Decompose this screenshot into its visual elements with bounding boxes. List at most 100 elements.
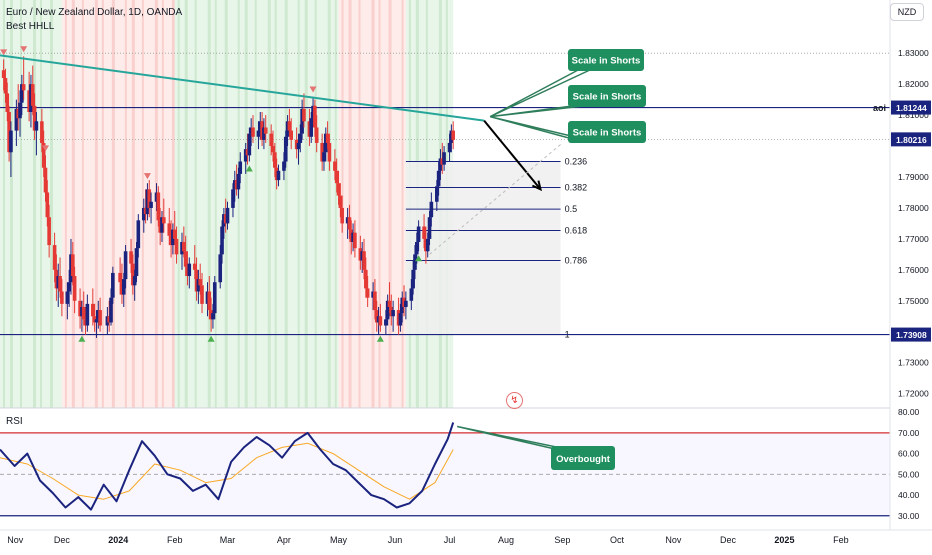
price-tick-label: 1.78000 <box>898 203 929 213</box>
candle-body <box>109 297 113 323</box>
band-stripe <box>371 0 375 408</box>
candle-body <box>435 186 439 202</box>
candle-body <box>156 192 161 221</box>
fib-level-label: 0.618 <box>565 226 588 236</box>
fib-level-label: 0.5 <box>565 204 578 214</box>
candle-body <box>198 279 203 286</box>
band-stripe <box>214 0 217 408</box>
price-tick-label: 1.77000 <box>898 234 929 244</box>
candle-body <box>121 279 126 295</box>
candle-body <box>131 263 135 286</box>
candle-body <box>234 180 239 190</box>
time-tick-label: Oct <box>610 535 625 545</box>
symbol-title: Euro / New Zealand Dollar, 1D, OANDA <box>6 7 183 18</box>
trendline <box>0 54 561 255</box>
candle-body <box>385 300 390 320</box>
candle-body <box>98 310 102 326</box>
candle-body <box>225 207 230 224</box>
candle-body <box>207 291 212 311</box>
sell-marker <box>0 49 8 56</box>
candle-body <box>96 310 101 320</box>
time-tick-label: Dec <box>720 535 737 545</box>
time-tick-label: 2025 <box>774 535 794 545</box>
candle-body <box>436 170 441 187</box>
time-tick-label: Jul <box>444 535 456 545</box>
time-tick-label: Nov <box>7 535 24 545</box>
candle-body <box>1 70 6 78</box>
candle-body <box>212 282 217 314</box>
currency-badge[interactable]: NZD <box>890 3 924 21</box>
candle-body <box>171 229 175 246</box>
band-stripe <box>94 0 98 408</box>
candle-body <box>54 269 59 289</box>
candle-body <box>309 118 314 137</box>
candle-body <box>449 130 454 143</box>
band-stripe <box>254 0 257 408</box>
callout-text: Scale in Shorts <box>573 92 642 103</box>
candle-body <box>232 180 237 190</box>
candle-body <box>416 226 421 242</box>
candle-body <box>65 291 70 304</box>
indicator-name: Best HHLL <box>6 21 55 32</box>
candle-body <box>145 189 150 215</box>
candle-body <box>262 127 266 140</box>
candle-body <box>209 310 213 320</box>
candle-body <box>236 173 241 190</box>
candle-body <box>238 161 243 174</box>
sell-marker <box>20 46 28 53</box>
price-axis-bg <box>890 0 932 550</box>
sell-marker <box>143 173 151 180</box>
candle-body <box>296 142 301 150</box>
price-tick-label: 1.75000 <box>898 296 929 306</box>
band-stripe <box>101 0 104 408</box>
candle-body <box>313 105 317 128</box>
band-stripe <box>194 0 197 408</box>
candle-body <box>132 276 137 286</box>
fib-level-label: 0.382 <box>565 183 588 193</box>
candle-body <box>365 288 370 298</box>
time-tick-label: Mar <box>220 535 236 545</box>
candle-body <box>167 223 172 236</box>
candle-body <box>192 263 197 270</box>
candle-body <box>58 276 62 292</box>
candle-body <box>396 310 401 326</box>
price-badge <box>891 132 931 147</box>
candle-body <box>409 288 414 301</box>
candle-body <box>362 251 366 270</box>
candle-body <box>338 195 343 208</box>
band-stripe <box>111 0 115 408</box>
candle-body <box>154 192 159 202</box>
lightning-icon[interactable]: ↯ <box>506 392 523 409</box>
band-stripe <box>81 0 84 408</box>
candle-body <box>314 127 319 143</box>
candle-body <box>223 214 228 224</box>
candle-body <box>349 229 354 242</box>
time-tick-label: Jun <box>388 535 403 545</box>
candle-body <box>43 167 48 193</box>
candle-body <box>16 108 21 119</box>
rsi-title: RSI <box>6 416 23 427</box>
rsi-tick-label: 70.00 <box>898 428 920 438</box>
band-stripe <box>171 0 175 408</box>
candle-body <box>274 167 279 181</box>
price-tick-label: 1.76000 <box>898 265 929 275</box>
candle-body <box>327 142 332 162</box>
candle-body <box>200 285 204 304</box>
band-stripe <box>64 0 67 408</box>
candle-body <box>371 291 375 298</box>
time-tick-label: Sep <box>554 535 570 545</box>
candle-body <box>72 276 77 301</box>
price-badge <box>891 327 931 342</box>
band-stripe <box>207 0 211 408</box>
callout-box <box>568 85 646 107</box>
candle-body <box>220 226 224 255</box>
candle-body <box>187 263 192 277</box>
price-badge <box>891 100 931 115</box>
candle-body <box>300 108 304 134</box>
candle-body <box>21 84 26 91</box>
candle-body <box>183 251 188 267</box>
candle-body <box>413 254 417 270</box>
callout-text: Scale in Shorts <box>572 56 641 67</box>
band-stripe <box>141 0 144 408</box>
